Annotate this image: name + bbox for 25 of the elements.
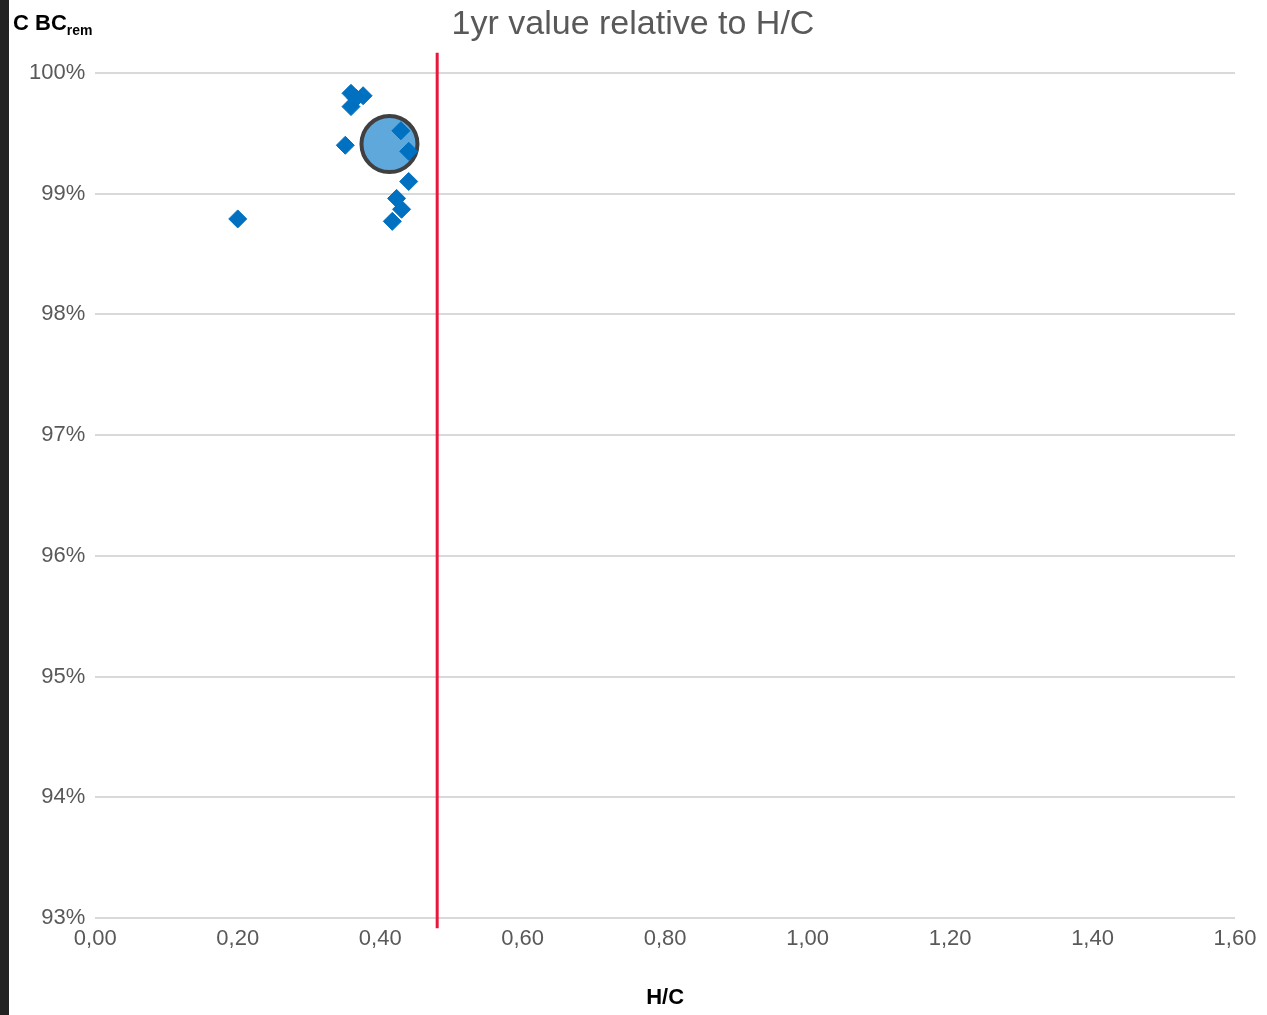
- point: [392, 199, 412, 219]
- point: [382, 211, 402, 231]
- point: [399, 171, 419, 191]
- point: [391, 121, 411, 141]
- point: [228, 209, 248, 229]
- y-tick-label: 96%: [41, 541, 86, 567]
- y-tick-label: 98%: [41, 300, 86, 326]
- y-axis-title: C BC$_{rem}$: [13, 10, 93, 39]
- x-tick-label: 1,60: [1213, 925, 1257, 951]
- x-tick-label: 0,40: [358, 925, 402, 951]
- x-tick-label: 1,40: [1071, 925, 1114, 951]
- x-tick-label: 0,80: [643, 925, 687, 951]
- chart-title: 1yr value relative to H/C: [451, 2, 815, 41]
- x-tick-label: 1,00: [786, 925, 830, 951]
- x-tick-label: 0,60: [501, 925, 545, 951]
- point: [335, 135, 355, 155]
- y-tick-label: 97%: [41, 421, 86, 447]
- x-axis-title: H/C: [646, 983, 685, 1009]
- y-tick-label: 94%: [41, 783, 86, 809]
- x-tick-label: 1,20: [928, 925, 972, 951]
- y-tick-label: 95%: [41, 662, 86, 688]
- y-tick-label: 100%: [28, 58, 86, 84]
- point: [399, 141, 419, 161]
- y-tick-label: 99%: [41, 179, 86, 205]
- x-tick-label: 0,20: [216, 925, 260, 951]
